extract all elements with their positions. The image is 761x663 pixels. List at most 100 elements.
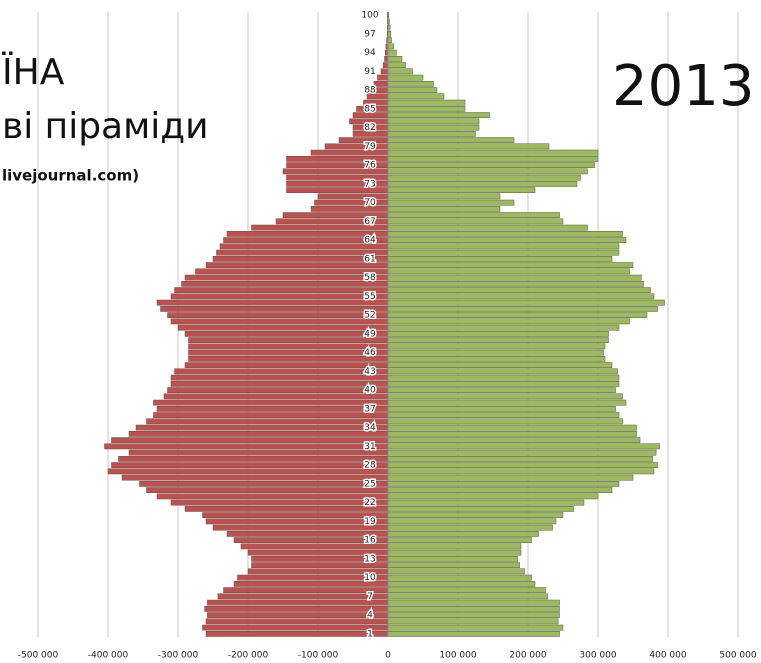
bar	[387, 612, 560, 618]
title-line: ЇНА	[2, 51, 65, 93]
bar	[212, 524, 389, 531]
bar	[387, 149, 599, 156]
bar	[387, 281, 644, 287]
bar	[387, 431, 637, 437]
bar	[387, 468, 655, 475]
x-tick-label: -200 000	[228, 651, 269, 661]
bar	[387, 262, 634, 268]
x-tick-label: -400 000	[88, 651, 129, 661]
bar	[128, 431, 389, 437]
bar	[170, 381, 389, 387]
y-tick-label: 67	[364, 217, 375, 227]
bar	[387, 249, 620, 256]
bar	[174, 287, 389, 293]
bar	[139, 481, 389, 487]
bar	[387, 81, 434, 87]
bar	[195, 268, 389, 275]
bar	[184, 274, 389, 281]
bar	[387, 562, 520, 568]
bar	[188, 343, 389, 350]
bar	[387, 56, 403, 62]
bar	[314, 199, 389, 206]
bar	[387, 174, 581, 181]
bar	[387, 143, 550, 150]
y-tick-label: 58	[364, 273, 376, 283]
bar	[387, 487, 613, 493]
bar	[184, 331, 389, 337]
bar	[387, 512, 564, 518]
bar	[387, 274, 642, 281]
bar	[387, 493, 599, 500]
y-tick-label: 49	[364, 329, 376, 339]
bar	[317, 193, 389, 200]
bar	[387, 299, 665, 306]
bar	[205, 262, 389, 268]
bar	[387, 412, 620, 418]
x-tick-label: -500 000	[18, 651, 59, 661]
bar	[384, 56, 389, 62]
bar	[387, 568, 525, 575]
bar	[204, 606, 389, 612]
bar	[387, 168, 588, 175]
bar	[387, 337, 609, 343]
bar	[387, 631, 560, 637]
bar	[212, 256, 389, 262]
bar	[387, 506, 574, 512]
bar	[121, 474, 389, 481]
y-tick-label: 91	[364, 67, 375, 77]
bar	[181, 281, 389, 287]
y-tick-label: 61	[364, 254, 375, 264]
y-tick-label: 82	[364, 123, 375, 133]
bar	[387, 287, 651, 293]
bar	[387, 137, 515, 143]
bar	[387, 531, 539, 537]
bar	[387, 462, 658, 468]
bar	[387, 199, 515, 206]
bar	[387, 581, 536, 587]
y-tick-label: 88	[364, 86, 376, 96]
y-tick-label: 100	[361, 11, 378, 21]
x-tick-label: -100 000	[298, 651, 339, 661]
bar	[387, 624, 564, 631]
bar	[167, 387, 389, 393]
bar	[387, 256, 613, 262]
bar	[387, 93, 445, 100]
x-tick-label: 500 000	[719, 651, 756, 661]
bar	[207, 612, 389, 618]
bar	[387, 156, 599, 162]
y-tick-label: 40	[364, 386, 376, 396]
y-tick-label: 7	[367, 592, 373, 602]
y-tick-label: 25	[364, 479, 375, 489]
bar	[387, 106, 466, 112]
bar	[387, 587, 546, 593]
bar	[387, 324, 620, 331]
bar	[111, 437, 389, 443]
y-tick-label: 76	[364, 161, 376, 171]
bar	[387, 349, 604, 356]
bar	[223, 587, 389, 593]
bar	[128, 449, 389, 456]
y-tick-label: 1	[367, 629, 373, 639]
bar	[387, 356, 606, 362]
bar	[387, 218, 564, 225]
bar	[387, 574, 532, 581]
bar	[146, 487, 389, 493]
bar	[387, 312, 648, 318]
bar	[170, 374, 389, 381]
bar	[387, 293, 655, 300]
bar	[387, 181, 578, 187]
y-tick-label: 31	[364, 442, 375, 452]
bar	[202, 512, 389, 518]
bar	[170, 318, 389, 325]
bar	[387, 399, 627, 406]
bar	[156, 299, 389, 306]
bar	[387, 618, 559, 625]
bar	[387, 474, 634, 481]
bar	[177, 324, 389, 331]
bar	[205, 518, 389, 525]
bar	[377, 74, 389, 81]
bar	[188, 337, 389, 343]
bar	[387, 224, 588, 231]
bar	[387, 118, 480, 125]
